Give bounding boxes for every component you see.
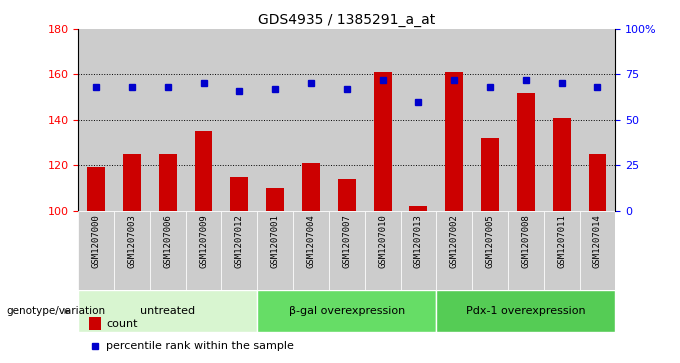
Text: GSM1207002: GSM1207002 xyxy=(449,215,459,268)
Bar xyxy=(508,29,544,211)
Bar xyxy=(329,29,364,211)
Bar xyxy=(302,163,320,211)
Text: untreated: untreated xyxy=(140,306,195,316)
Bar xyxy=(114,211,150,290)
Bar xyxy=(123,154,141,211)
Bar xyxy=(78,29,114,211)
Bar xyxy=(401,29,437,211)
Bar xyxy=(293,29,329,211)
Text: GSM1207008: GSM1207008 xyxy=(522,215,530,268)
Bar xyxy=(588,154,607,211)
Bar xyxy=(445,72,463,211)
Bar xyxy=(78,211,114,290)
Bar xyxy=(266,188,284,211)
Bar xyxy=(194,131,212,211)
Bar xyxy=(150,211,186,290)
Text: GSM1207005: GSM1207005 xyxy=(486,215,494,268)
Text: count: count xyxy=(106,318,137,329)
Bar xyxy=(222,211,257,290)
Bar xyxy=(78,290,257,332)
Title: GDS4935 / 1385291_a_at: GDS4935 / 1385291_a_at xyxy=(258,13,435,26)
Text: GSM1207009: GSM1207009 xyxy=(199,215,208,268)
Text: β-gal overexpression: β-gal overexpression xyxy=(289,306,405,316)
Text: GSM1207006: GSM1207006 xyxy=(163,215,172,268)
Bar xyxy=(472,29,508,211)
Bar xyxy=(409,206,427,211)
Text: GSM1207001: GSM1207001 xyxy=(271,215,279,268)
Bar xyxy=(579,211,615,290)
Text: percentile rank within the sample: percentile rank within the sample xyxy=(106,341,294,351)
Bar xyxy=(338,179,356,211)
Bar xyxy=(293,211,329,290)
Text: GSM1207007: GSM1207007 xyxy=(342,215,352,268)
Text: GSM1207004: GSM1207004 xyxy=(307,215,316,268)
Bar xyxy=(231,176,248,211)
Text: GSM1207010: GSM1207010 xyxy=(378,215,387,268)
Bar xyxy=(437,211,472,290)
Bar xyxy=(257,211,293,290)
Text: Pdx-1 overexpression: Pdx-1 overexpression xyxy=(466,306,585,316)
Bar xyxy=(364,211,401,290)
Bar xyxy=(579,29,615,211)
Bar xyxy=(114,29,150,211)
Bar xyxy=(553,118,571,211)
Bar xyxy=(508,211,544,290)
Bar xyxy=(437,290,615,332)
Text: GSM1207014: GSM1207014 xyxy=(593,215,602,268)
Bar xyxy=(472,211,508,290)
Text: GSM1207013: GSM1207013 xyxy=(414,215,423,268)
Bar xyxy=(401,211,437,290)
Bar xyxy=(481,138,499,211)
Text: GSM1207000: GSM1207000 xyxy=(92,215,101,268)
Text: GSM1207011: GSM1207011 xyxy=(557,215,566,268)
Bar xyxy=(150,29,186,211)
Bar xyxy=(544,29,579,211)
Bar xyxy=(186,211,222,290)
Text: GSM1207012: GSM1207012 xyxy=(235,215,244,268)
Bar xyxy=(158,154,177,211)
Bar xyxy=(329,211,364,290)
Bar xyxy=(437,29,472,211)
Bar xyxy=(257,290,437,332)
Bar xyxy=(517,93,534,211)
Bar xyxy=(364,29,401,211)
Bar xyxy=(257,29,293,211)
FancyArrowPatch shape xyxy=(65,309,70,314)
Bar xyxy=(87,167,105,211)
Bar xyxy=(222,29,257,211)
Bar xyxy=(374,72,392,211)
Text: genotype/variation: genotype/variation xyxy=(7,306,106,316)
Bar xyxy=(544,211,579,290)
Text: GSM1207003: GSM1207003 xyxy=(127,215,137,268)
Bar xyxy=(186,29,222,211)
Bar xyxy=(89,317,101,330)
